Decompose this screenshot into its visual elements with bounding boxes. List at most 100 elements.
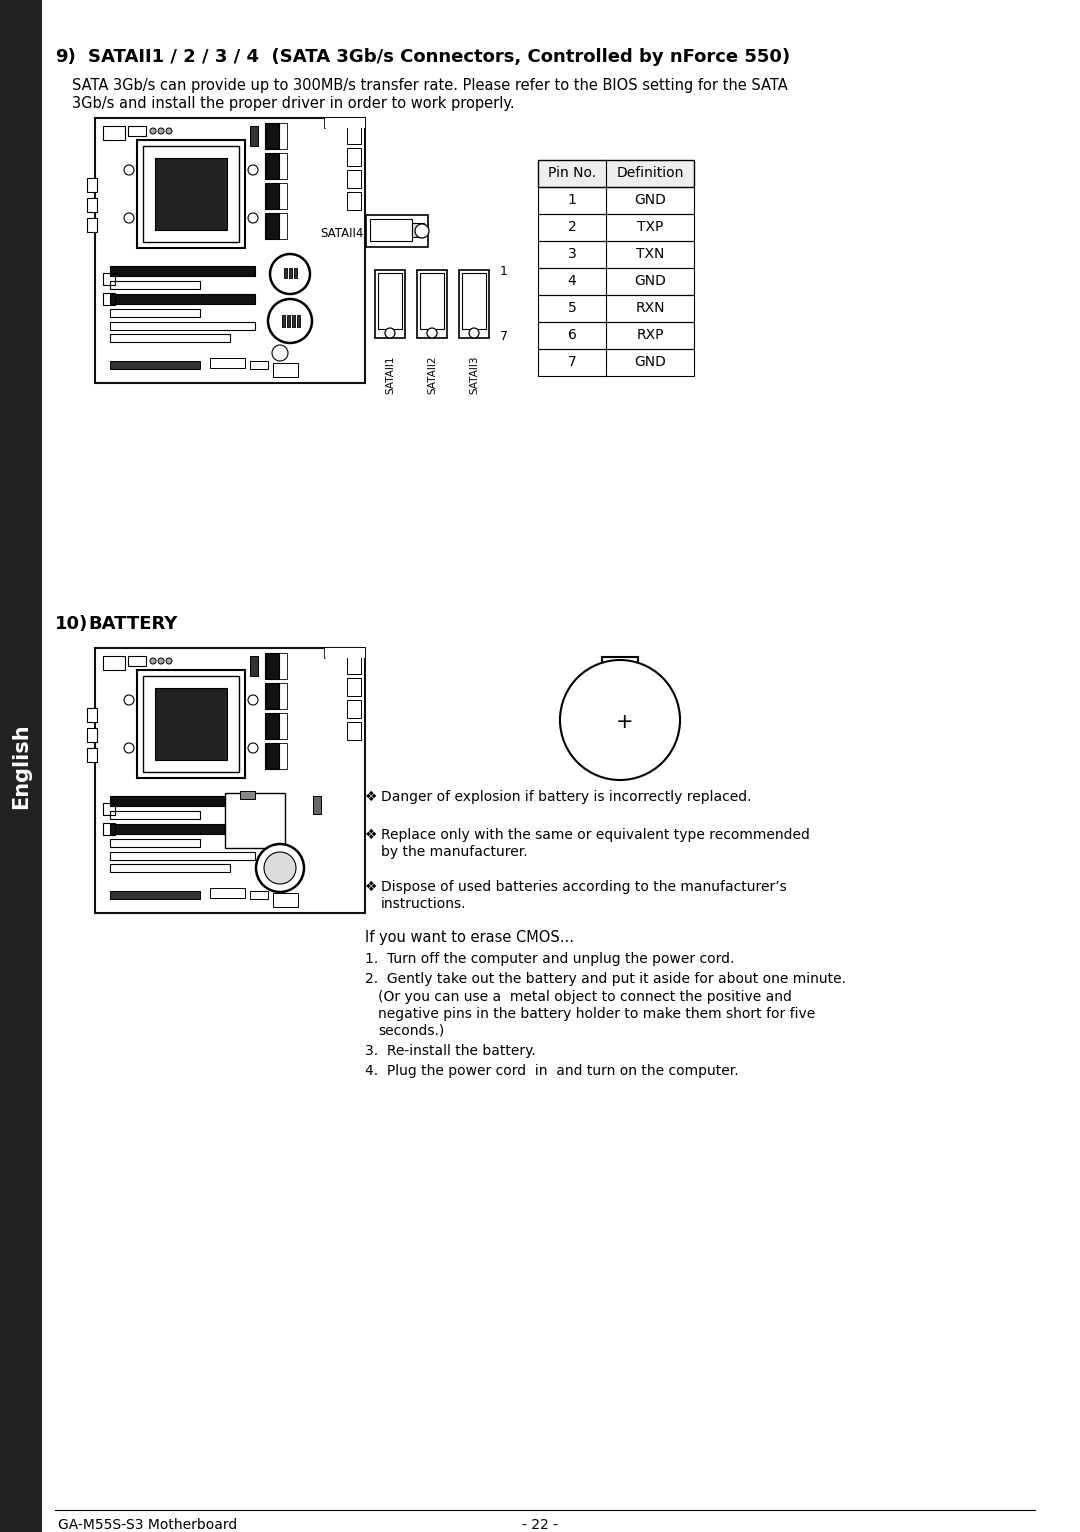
Bar xyxy=(462,273,486,329)
Circle shape xyxy=(248,165,258,175)
Bar xyxy=(210,889,245,898)
Bar xyxy=(265,213,279,239)
Circle shape xyxy=(248,213,258,224)
Bar xyxy=(103,823,114,835)
Bar xyxy=(279,743,287,769)
Text: SATA 3Gb/s can provide up to 300MB/s transfer rate. Please refer to the BIOS set: SATA 3Gb/s can provide up to 300MB/s tra… xyxy=(72,78,787,93)
Bar xyxy=(282,316,285,326)
Bar xyxy=(156,688,227,760)
Bar xyxy=(110,852,255,859)
Bar xyxy=(279,153,287,179)
Text: 9): 9) xyxy=(55,47,76,66)
Circle shape xyxy=(166,129,172,133)
Bar xyxy=(602,665,638,683)
Bar xyxy=(538,241,694,268)
Bar xyxy=(240,791,255,800)
Text: 5: 5 xyxy=(568,300,577,316)
Bar xyxy=(129,126,146,136)
Bar xyxy=(249,656,258,676)
Circle shape xyxy=(124,213,134,224)
Bar xyxy=(265,653,279,679)
Bar xyxy=(143,676,239,772)
Bar xyxy=(265,123,279,149)
Bar xyxy=(538,159,694,187)
Text: 4: 4 xyxy=(568,274,577,288)
Text: - 22 -: - 22 - xyxy=(522,1518,558,1532)
Circle shape xyxy=(272,345,288,362)
Bar xyxy=(129,656,146,666)
Circle shape xyxy=(150,129,156,133)
Bar xyxy=(0,0,42,1532)
Bar xyxy=(284,268,287,277)
Bar xyxy=(289,268,292,277)
Text: SATAII2: SATAII2 xyxy=(427,355,437,395)
Bar xyxy=(538,349,694,375)
Bar xyxy=(110,294,255,303)
Circle shape xyxy=(158,129,164,133)
Text: 1.  Turn off the computer and unplug the power cord.: 1. Turn off the computer and unplug the … xyxy=(365,951,734,967)
Bar xyxy=(87,748,97,761)
Text: 7: 7 xyxy=(568,355,577,369)
Bar xyxy=(210,358,245,368)
Circle shape xyxy=(124,696,134,705)
Circle shape xyxy=(248,696,258,705)
Text: ❖: ❖ xyxy=(365,827,378,843)
Bar xyxy=(137,139,245,248)
Bar xyxy=(110,334,230,342)
Circle shape xyxy=(124,743,134,754)
Text: 1: 1 xyxy=(568,193,577,207)
Text: 2.  Gently take out the battery and put it aside for about one minute.: 2. Gently take out the battery and put i… xyxy=(365,971,846,987)
Text: SATAII1 / 2 / 3 / 4  (SATA 3Gb/s Connectors, Controlled by nForce 550): SATAII1 / 2 / 3 / 4 (SATA 3Gb/s Connecto… xyxy=(87,47,791,66)
Text: SATAII3: SATAII3 xyxy=(469,355,480,395)
Text: 6: 6 xyxy=(568,328,577,342)
Bar xyxy=(313,797,321,813)
Circle shape xyxy=(256,844,303,892)
Text: GND: GND xyxy=(634,274,666,288)
Bar xyxy=(538,296,694,322)
Circle shape xyxy=(561,660,680,780)
Bar xyxy=(411,224,424,237)
Bar xyxy=(87,708,97,722)
Circle shape xyxy=(158,659,164,663)
Bar xyxy=(110,840,200,847)
Bar xyxy=(87,198,97,211)
Bar xyxy=(249,126,258,146)
Bar xyxy=(156,158,227,230)
Circle shape xyxy=(384,328,395,339)
Text: 3Gb/s and install the proper driver in order to work properly.: 3Gb/s and install the proper driver in o… xyxy=(72,97,515,110)
Bar xyxy=(325,118,365,129)
Bar xyxy=(347,126,361,144)
Bar xyxy=(110,309,200,317)
Bar xyxy=(417,270,447,339)
Bar xyxy=(297,316,300,326)
Bar xyxy=(103,273,114,285)
Bar xyxy=(110,322,255,329)
Text: Replace only with the same or equivalent type recommended: Replace only with the same or equivalent… xyxy=(381,827,810,843)
Text: SATAII4: SATAII4 xyxy=(320,227,363,241)
Text: 2: 2 xyxy=(568,221,577,234)
Bar xyxy=(137,669,245,778)
Bar xyxy=(265,743,279,769)
Bar xyxy=(273,363,298,377)
Text: GND: GND xyxy=(634,193,666,207)
Bar xyxy=(265,683,279,709)
Bar xyxy=(103,803,114,815)
Bar xyxy=(265,712,279,738)
Circle shape xyxy=(124,165,134,175)
Bar xyxy=(538,187,694,214)
Text: negative pins in the battery holder to make them short for five: negative pins in the battery holder to m… xyxy=(378,1007,815,1020)
Bar xyxy=(370,219,411,241)
Text: Definition: Definition xyxy=(617,165,684,179)
Text: If you want to erase CMOS...: If you want to erase CMOS... xyxy=(365,930,573,945)
Text: RXP: RXP xyxy=(636,328,664,342)
Bar xyxy=(287,316,291,326)
Bar xyxy=(459,270,489,339)
Text: instructions.: instructions. xyxy=(381,898,467,912)
Bar xyxy=(249,892,268,899)
Bar xyxy=(325,648,365,659)
Bar xyxy=(538,322,694,349)
Text: by the manufacturer.: by the manufacturer. xyxy=(381,846,528,859)
Bar xyxy=(347,679,361,696)
Circle shape xyxy=(166,659,172,663)
Text: 7: 7 xyxy=(500,329,508,343)
